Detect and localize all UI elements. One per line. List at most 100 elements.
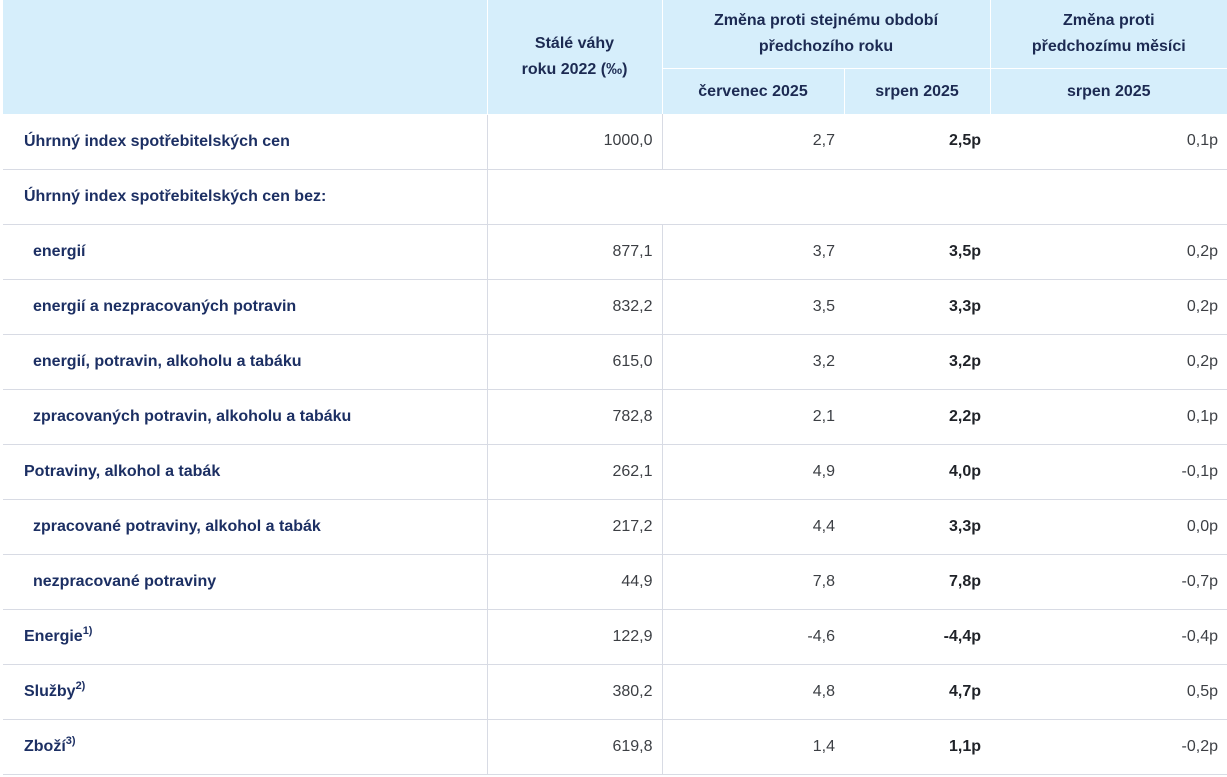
row-label-text: Potraviny, alkohol a tabák — [24, 462, 221, 480]
cell-weight: 262,1 — [486, 444, 662, 500]
row-label: Potraviny, alkohol a tabák — [3, 444, 487, 500]
footnote-marker: 1) — [82, 624, 93, 637]
row-label-text: Zboží — [24, 737, 66, 755]
cell-august: 3,5p — [844, 224, 991, 280]
cell-august: 4,0p — [844, 444, 991, 500]
footnote-marker: 3) — [65, 734, 76, 747]
cell-july: 1,4 — [661, 719, 844, 775]
table-row: energií 877,1 3,7 3,5p 0,2p — [3, 224, 1227, 280]
row-label-text: Úhrnný index spotřebitelských cen bez: — [24, 187, 327, 205]
cell-august: 2,5p — [844, 114, 991, 170]
header-blank-cell — [3, 0, 487, 115]
header-weights-line1: Stálé váhy — [534, 35, 615, 52]
table-row: nezpracované potraviny 44,9 7,8 7,8p -0,… — [3, 554, 1227, 610]
row-label-text: Služby — [24, 682, 76, 700]
cell-weight: 380,2 — [486, 664, 662, 720]
table-header: Stálé váhy roku 2022 (‰) Změna proti ste… — [3, 0, 1227, 115]
cell-mom: 0,1p — [990, 114, 1227, 170]
row-label-text: zpracovaných potravin, alkoholu a tabáku — [33, 407, 352, 425]
table-row: zpracovaných potravin, alkoholu a tabáku… — [3, 389, 1227, 445]
row-label: Úhrnný index spotřebitelských cen — [3, 114, 487, 170]
table-row: Potraviny, alkohol a tabák 262,1 4,9 4,0… — [3, 444, 1227, 500]
cell-mom: -0,1p — [990, 444, 1227, 500]
cell-weight: 122,9 — [486, 609, 662, 665]
cell-mom: 0,0p — [990, 499, 1227, 555]
cell-july: 4,8 — [661, 664, 844, 720]
row-label: zpracované potraviny, alkohol a tabák — [3, 499, 487, 555]
cell-mom: 0,2p — [990, 279, 1227, 335]
cell-weight: 217,2 — [486, 499, 662, 555]
cell-august: 3,3p — [844, 279, 991, 335]
cell-july: 7,8 — [661, 554, 844, 610]
cell-july: 3,2 — [661, 334, 844, 390]
cpi-table: Stálé váhy roku 2022 (‰) Změna proti ste… — [3, 0, 1227, 775]
row-label-text: Úhrnný index spotřebitelských cen — [24, 132, 290, 150]
cell-weight: 619,8 — [486, 719, 662, 775]
table-body: Úhrnný index spotřebitelských cen 1000,0… — [3, 114, 1227, 775]
row-label: Úhrnný index spotřebitelských cen bez: — [3, 169, 487, 225]
row-label: zpracovaných potravin, alkoholu a tabáku — [3, 389, 487, 445]
header-col-mom: srpen 2025 — [989, 68, 1227, 114]
header-col-july: červenec 2025 — [661, 68, 844, 114]
row-label-text: energií, potravin, alkoholu a tabáku — [33, 352, 302, 370]
footnote-marker: 2) — [75, 679, 86, 692]
cell-july: 4,9 — [661, 444, 844, 500]
cell-august: 7,8p — [844, 554, 991, 610]
header-yoy-group: Změna proti stejnému období předchozího … — [661, 0, 991, 69]
header-yoy-line2: předchozího roku — [758, 38, 894, 55]
header-weights-line2: roku 2022 (‰) — [521, 61, 628, 78]
cell-mom: 0,5p — [990, 664, 1227, 720]
row-label: nezpracované potraviny — [3, 554, 487, 610]
cell-july: 4,4 — [661, 499, 844, 555]
row-label-text: Energie — [24, 627, 83, 645]
empty-cells — [486, 169, 1227, 225]
table-row: Úhrnný index spotřebitelských cen bez: — [3, 169, 1227, 225]
row-label: energií — [3, 224, 487, 280]
row-label: Služby2) — [3, 664, 487, 720]
cell-weight: 877,1 — [486, 224, 662, 280]
cell-august: 4,7p — [844, 664, 991, 720]
cell-mom: 0,2p — [990, 224, 1227, 280]
cell-august: 1,1p — [844, 719, 991, 775]
cell-july: -4,6 — [661, 609, 844, 665]
cell-weight: 832,2 — [486, 279, 662, 335]
cell-weight: 615,0 — [486, 334, 662, 390]
row-label-text: energií — [33, 242, 86, 260]
row-label: Energie1) — [3, 609, 487, 665]
table-row: Zboží3) 619,8 1,4 1,1p -0,2p — [3, 719, 1227, 775]
row-label-text: nezpracované potraviny — [33, 572, 217, 590]
table-row: energií, potravin, alkoholu a tabáku 615… — [3, 334, 1227, 390]
cell-weight: 44,9 — [486, 554, 662, 610]
cell-august: 3,3p — [844, 499, 991, 555]
cell-mom: -0,7p — [990, 554, 1227, 610]
header-mom-group: Změna proti předchozímu měsíci — [989, 0, 1227, 69]
row-label: energií a nezpracovaných potravin — [3, 279, 487, 335]
cell-weight: 1000,0 — [486, 114, 662, 170]
cell-july: 2,1 — [661, 389, 844, 445]
table-row: Služby2) 380,2 4,8 4,7p 0,5p — [3, 664, 1227, 720]
table-row: energií a nezpracovaných potravin 832,2 … — [3, 279, 1227, 335]
cell-july: 2,7 — [661, 114, 844, 170]
cell-mom: -0,4p — [990, 609, 1227, 665]
header-mom-line2: předchozímu měsíci — [1031, 38, 1186, 55]
cell-august: 3,2p — [844, 334, 991, 390]
cell-mom: 0,2p — [990, 334, 1227, 390]
header-yoy-line1: Změna proti stejnému období — [714, 12, 939, 29]
cell-august: -4,4p — [844, 609, 991, 665]
cell-mom: -0,2p — [990, 719, 1227, 775]
header-mom-line1: Změna proti — [1062, 12, 1155, 29]
header-col-august: srpen 2025 — [843, 68, 991, 114]
cell-mom: 0,1p — [990, 389, 1227, 445]
row-label: Zboží3) — [3, 719, 487, 775]
row-label-text: energií a nezpracovaných potravin — [33, 297, 297, 315]
table-row: zpracované potraviny, alkohol a tabák 21… — [3, 499, 1227, 555]
cell-weight: 782,8 — [486, 389, 662, 445]
header-weights: Stálé váhy roku 2022 (‰) — [486, 0, 662, 114]
cell-july: 3,7 — [661, 224, 844, 280]
row-label-text: zpracované potraviny, alkohol a tabák — [33, 517, 321, 535]
cell-july: 3,5 — [661, 279, 844, 335]
table-row: Úhrnný index spotřebitelských cen 1000,0… — [3, 114, 1227, 170]
cell-august: 2,2p — [844, 389, 991, 445]
row-label: energií, potravin, alkoholu a tabáku — [3, 334, 487, 390]
table-row: Energie1) 122,9 -4,6 -4,4p -0,4p — [3, 609, 1227, 665]
